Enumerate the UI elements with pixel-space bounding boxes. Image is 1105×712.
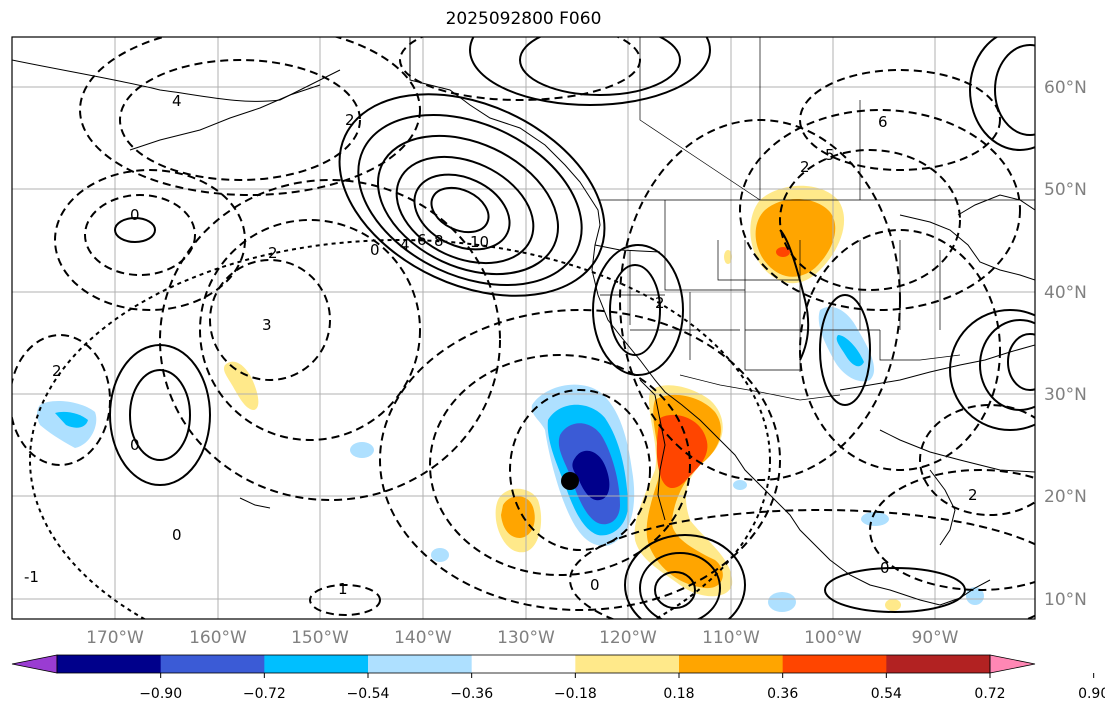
lat-label-50: 50°N	[1044, 180, 1087, 200]
contour-label: 2	[968, 486, 978, 504]
colorbar: −0.90 −0.72 −0.54 −0.36 −0.18 0.18 0.36 0.54 0.7…	[11, 654, 1105, 702]
lon-label-100w: 100°W	[804, 628, 862, 648]
shaded-anomalies	[37, 185, 984, 612]
contours-positive	[109, 37, 1035, 619]
pos-fill-small-2	[724, 250, 732, 264]
neg-fill-4	[572, 450, 610, 501]
colorbar-segment	[471, 655, 576, 673]
colorbar-tick-label: 0.18	[663, 686, 694, 702]
contour-label: 2	[800, 158, 810, 176]
colorbar-segment	[886, 655, 991, 673]
neg-fill-small-2	[431, 548, 449, 562]
contours-negative	[12, 37, 1035, 619]
contour-label: 1	[338, 580, 348, 598]
pos-fill-small-1	[885, 599, 901, 611]
lat-label-60: 60°N	[1044, 78, 1087, 98]
contour-label: 0	[172, 526, 182, 544]
colorbar-tick-label: −0.90	[139, 686, 182, 702]
colorbar-segment	[57, 655, 162, 673]
contour-label: 0	[370, 241, 380, 259]
colorbar-segment	[782, 655, 887, 673]
lon-label-150w: 150°W	[291, 628, 349, 648]
longitude-labels: 170°W 160°W 150°W 140°W 130°W 120°W 110°…	[86, 628, 959, 648]
colorbar-tick-label: −0.54	[347, 686, 390, 702]
neg-fill-small-3	[768, 592, 796, 612]
contour-label: 6	[878, 113, 888, 131]
neg-fill-small-5	[733, 480, 747, 490]
neg-fill-small-1	[350, 442, 374, 458]
pos-fill-3	[656, 414, 708, 489]
contour-label: 2	[52, 362, 62, 380]
colorbar-segment	[264, 655, 369, 673]
lon-label-90w: 90°W	[912, 628, 959, 648]
lon-label-140w: 140°W	[394, 628, 452, 648]
contour-label: -1	[24, 568, 39, 586]
colorbar-frame	[56, 654, 991, 674]
graticule	[12, 37, 1035, 619]
colorbar-tick-label: 0.90	[1078, 686, 1105, 702]
colorbar-segment	[575, 655, 680, 673]
latitude-labels: 60°N 50°N 40°N 30°N 20°N 10°N	[1044, 78, 1087, 610]
neg-fill-east-2	[836, 335, 864, 367]
contour-label: 0	[590, 576, 600, 594]
pos-fill-sliver	[223, 361, 259, 410]
contours-zero	[29, 239, 771, 619]
colorbar-segment	[679, 655, 784, 673]
colorbar-extend-low	[11, 654, 58, 674]
colorbar-tick-label: 0.72	[974, 686, 1005, 702]
contour-label: 2	[345, 111, 355, 129]
lon-label-120w: 120°W	[599, 628, 657, 648]
lon-label-160w: 160°W	[189, 628, 247, 648]
colorbar-extend-high	[989, 654, 1036, 674]
pos-fill-north-3	[776, 247, 790, 257]
contour-label: 5	[825, 146, 835, 164]
contour-label: 4	[172, 92, 182, 110]
contour-label: 3	[262, 316, 272, 334]
colorbar-tick-label: −0.72	[243, 686, 286, 702]
map-title: 2025092800 F060	[445, 9, 602, 29]
colorbar-segment	[368, 655, 473, 673]
contour-label: 4	[400, 236, 410, 254]
colorbar-tick-label: −0.36	[450, 686, 493, 702]
lon-label-110w: 110°W	[702, 628, 760, 648]
pos-fill-north-2	[755, 198, 836, 277]
lat-label-40: 40°N	[1044, 283, 1087, 303]
contour-label: 8	[434, 232, 444, 250]
plot-frame	[11, 36, 1036, 620]
contour-label: 6	[417, 231, 427, 249]
neg-fill-small-4	[861, 512, 889, 526]
lon-label-130w: 130°W	[497, 628, 555, 648]
lat-label-20: 20°N	[1044, 487, 1087, 507]
coastlines	[12, 37, 1035, 606]
lat-label-10: 10°N	[1044, 590, 1087, 610]
contour-label: 2	[268, 244, 278, 262]
contour-label: 0	[130, 436, 140, 454]
colorbar-tick-label: 0.36	[767, 686, 798, 702]
neg-fill-west-2	[55, 411, 88, 428]
lat-label-30: 30°N	[1044, 385, 1087, 405]
lon-label-170w: 170°W	[86, 628, 144, 648]
contour-label: 0	[130, 206, 140, 224]
colorbar-segment	[160, 655, 265, 673]
contour-label: 2	[655, 294, 665, 312]
contour-label: 0	[880, 559, 890, 577]
colorbar-tick-label: −0.18	[554, 686, 597, 702]
colorbar-tick-label: 0.54	[871, 686, 902, 702]
contour-label: 10	[470, 233, 489, 251]
contour-labels: 10 8 6 4 2 0 2 3 4 5 6 1 -1 0 0 0 0 2 2 …	[24, 92, 978, 598]
storm-center-marker	[561, 472, 579, 490]
